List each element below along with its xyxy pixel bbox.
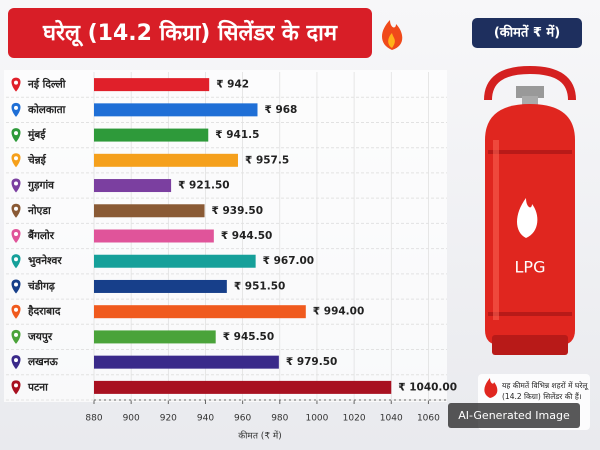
x-tick-label: 1060 [417,414,440,424]
flame-icon [382,20,403,50]
category-label: चेन्नई [27,153,47,166]
bar [94,229,214,243]
badge-text: (कीमतें ₹ में) [494,25,560,41]
category-label: बैंगलोर [27,229,55,242]
x-tick-label: 1000 [305,414,328,424]
x-tick-label: 960 [234,414,251,424]
value-label: ₹ 944.50 [221,230,272,242]
watermark-box [448,403,580,428]
x-tick-label: 940 [197,414,214,424]
value-label: ₹ 939.50 [212,205,263,217]
pin-dot [14,307,18,312]
cylinder-label: LPG [515,258,546,277]
badge [472,18,582,48]
bar [94,380,392,394]
pin-dot [14,232,18,236]
bar [94,355,279,369]
x-tick-label: 920 [160,414,177,424]
bar [94,78,210,92]
pin-dot [14,105,18,110]
category-label: लखनऊ [27,356,59,368]
chart-title: घरेलू (14.2 किग्रा) सिलेंडर के दाम [42,19,338,47]
pin-dot [14,131,18,136]
plot-area [4,70,447,402]
pin-dot [14,358,18,363]
category-label: मुंबई [27,128,46,142]
value-label: ₹ 942 [216,79,249,91]
note: यह कीमतें विभिन्न शहरों में घरेलू (14.2 … [502,381,588,401]
category-label: नई दिल्ली [27,78,67,91]
category-label: जयपुर [27,331,53,344]
bar [94,204,205,218]
value-label: ₹ 979.50 [286,356,337,368]
bar [94,279,227,293]
bar [94,330,216,344]
x-axis-label: कीमत (₹ में) [238,430,282,442]
bar [94,128,209,142]
x-tick-label: 1020 [343,414,366,424]
category-label: हैदराबाद [27,305,61,318]
value-label: ₹ 994.00 [313,306,364,318]
x-tick-label: 1040 [380,414,403,424]
value-label: ₹ 921.50 [178,180,229,192]
category-label: नोएडा [27,204,52,217]
value-label: ₹ 951.50 [234,280,285,292]
pin-dot [14,156,18,161]
value-label: ₹ 968 [264,104,297,116]
category-label: पटना [27,381,49,393]
value-label: ₹ 967.00 [263,255,314,267]
category-label: गुड़गांव [27,180,55,193]
category-label: चंडीगढ़ [27,279,56,292]
title-box [8,8,372,58]
bar [94,103,258,117]
pin-dot [14,80,18,85]
bar [94,153,238,167]
value-label: ₹ 1040.00 [398,381,457,393]
pin-dot [14,282,18,287]
bar [94,254,256,268]
x-tick-label: 900 [123,414,140,424]
note-flame [484,378,498,398]
pin-dot [14,181,18,186]
x-tick-label: 880 [85,414,102,424]
x-tick-label: 980 [271,414,288,424]
watermark: AI-Generated Image [458,409,570,422]
value-label: ₹ 945.50 [223,331,274,343]
value-label: ₹ 941.5 [215,129,259,141]
value-label: ₹ 957.5 [245,154,289,166]
bar [94,179,172,193]
category-label: कोलकाता [27,103,67,116]
pin-dot [14,332,18,337]
pin-dot [14,257,18,262]
category-label: भुवनेश्वर [28,254,62,268]
cylinder [484,65,576,355]
pin-dot [14,383,18,388]
pin-dot [14,206,18,211]
bar [94,305,306,319]
